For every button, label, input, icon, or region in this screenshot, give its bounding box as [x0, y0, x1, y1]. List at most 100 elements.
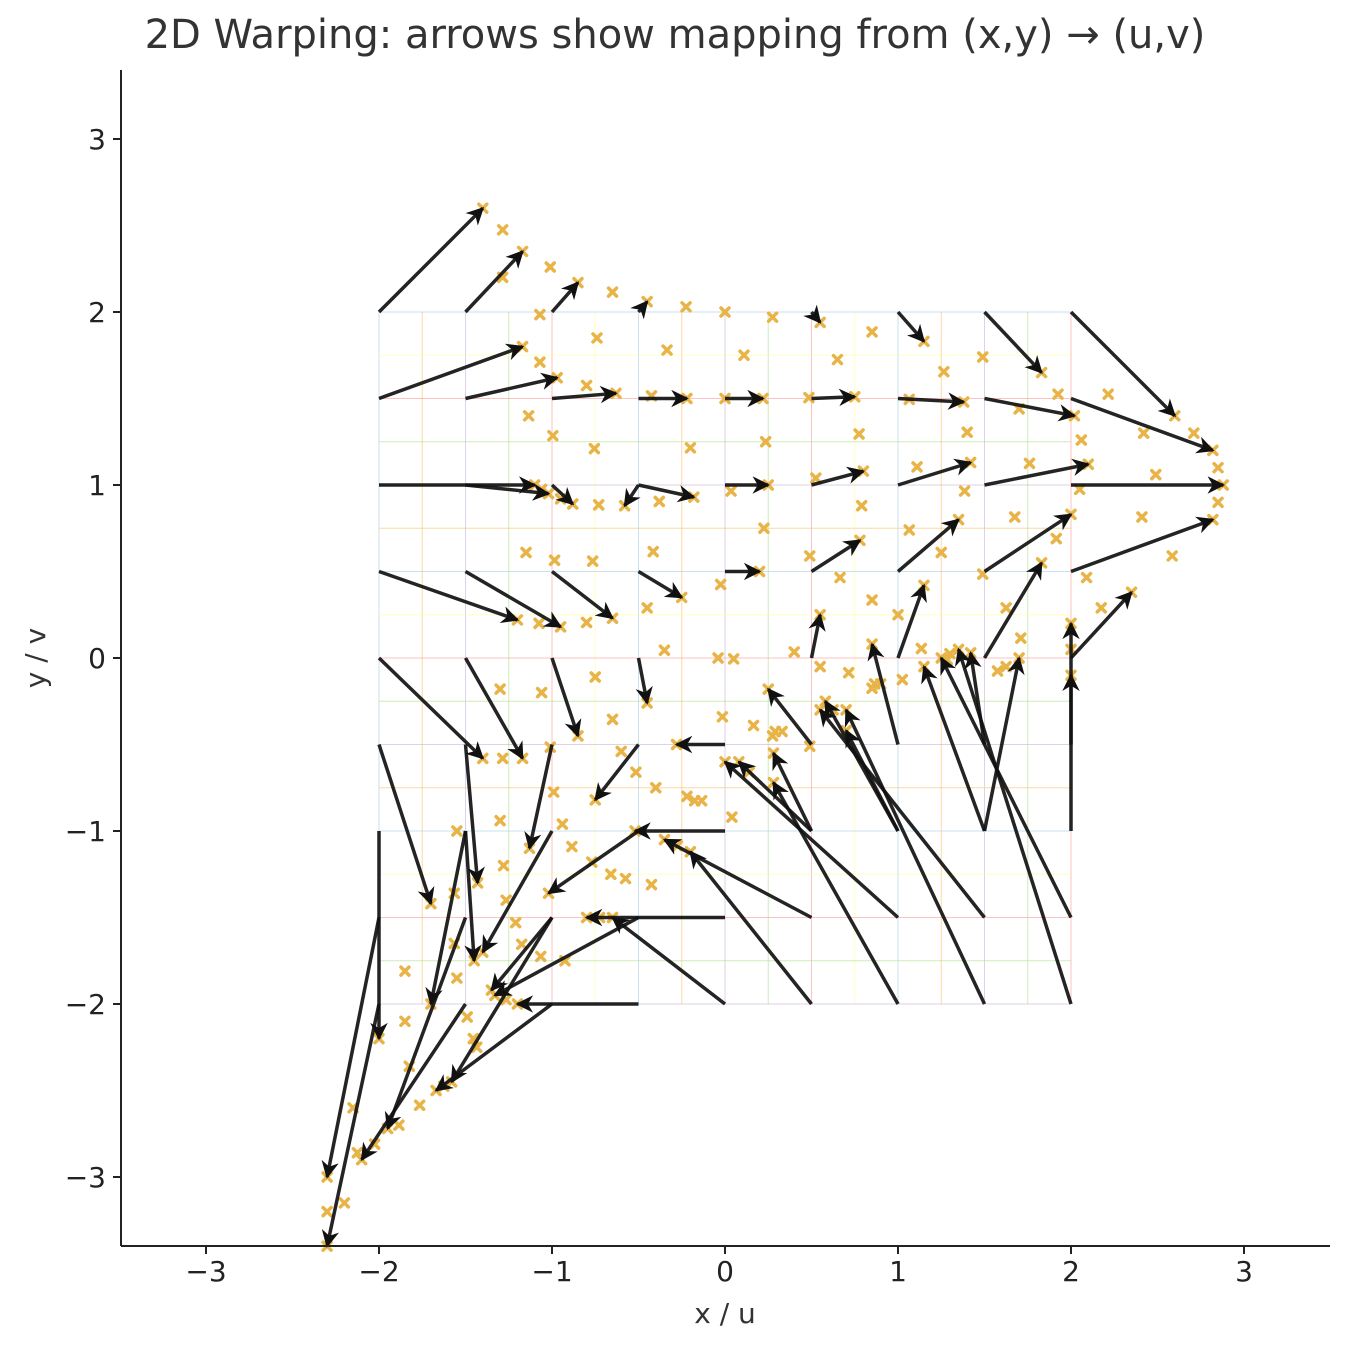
- warp-arrow: [1070, 516, 1215, 574]
- warp-arrow: [982, 656, 1025, 832]
- warped-point-marker: [547, 786, 560, 798]
- y-tick-label: 3: [88, 123, 106, 156]
- warped-point-marker: [321, 1205, 333, 1218]
- chart-title: 2D Warping: arrows show mapping from (x,…: [144, 12, 1206, 58]
- warped-point-marker: [580, 379, 593, 392]
- warp-arrow: [844, 729, 900, 832]
- warped-point-marker: [935, 546, 947, 559]
- warp-arrow: [867, 642, 900, 745]
- warp-arrow: [896, 310, 926, 343]
- x-tick-label: −2: [358, 1255, 399, 1288]
- warp-arrow: [896, 518, 960, 573]
- warp-arrow: [425, 830, 468, 1006]
- warped-point-marker: [534, 308, 546, 321]
- warped-point-marker: [451, 972, 463, 984]
- warp-arrow: [737, 760, 813, 833]
- warp-arrow: [550, 281, 580, 314]
- warped-point-marker: [1150, 468, 1162, 481]
- warped-point-marker: [896, 673, 909, 686]
- warp-arrow: [983, 512, 1073, 573]
- warp-arrow: [637, 569, 684, 599]
- warped-point-marker: [619, 872, 632, 885]
- warped-point-marker: [714, 578, 727, 591]
- y-tick-label: −1: [65, 815, 106, 848]
- warp-arrow: [811, 466, 866, 487]
- warped-point-marker: [1212, 461, 1224, 474]
- warped-point-marker: [680, 301, 692, 313]
- warped-point-marker: [496, 752, 509, 765]
- warped-point-marker: [606, 286, 619, 298]
- warped-point-marker: [647, 545, 659, 558]
- warp-arrow: [493, 915, 640, 997]
- warped-point-marker: [758, 522, 770, 534]
- warp-arrow: [983, 310, 1043, 374]
- y-tick-label: 2: [88, 296, 106, 329]
- warp-arrow: [630, 300, 649, 320]
- warped-point-marker: [1188, 427, 1200, 439]
- warped-point-marker: [566, 840, 578, 853]
- warp-arrow: [463, 830, 482, 963]
- warped-point-marker: [853, 428, 865, 440]
- warped-point-marker: [497, 859, 510, 872]
- x-tick-label: 2: [1062, 1255, 1080, 1288]
- warped-point-marker: [1212, 496, 1224, 509]
- warped-point-marker: [650, 782, 662, 794]
- warped-point-marker: [1137, 427, 1150, 439]
- warped-point-marker: [606, 713, 619, 726]
- warped-point-marker: [522, 410, 535, 422]
- warped-point-marker: [494, 683, 506, 695]
- warp-arrow: [984, 396, 1077, 422]
- warp-arrow: [818, 708, 986, 919]
- warp-arrows: [321, 206, 1225, 1248]
- warp-arrow: [463, 744, 485, 885]
- warp-arrow: [635, 657, 653, 705]
- warp-arrow: [611, 916, 727, 1006]
- warped-point-marker: [548, 554, 561, 567]
- warped-point-marker: [1136, 511, 1148, 523]
- warped-point-marker: [461, 1011, 473, 1023]
- warped-point-marker: [1050, 532, 1063, 545]
- x-axis-label: x / u: [694, 1297, 756, 1330]
- y-tick-label: −2: [65, 988, 106, 1021]
- warped-point-marker: [831, 353, 844, 366]
- warp-arrow: [524, 744, 554, 851]
- warp-arrow: [623, 484, 641, 508]
- warp-arrow: [384, 916, 468, 1131]
- warped-point-marker: [866, 326, 878, 338]
- warped-point-marker: [803, 391, 815, 404]
- warp-arrow: [896, 583, 927, 659]
- warped-point-marker: [544, 261, 557, 273]
- warp-arrow: [808, 613, 826, 659]
- x-tick-label: 1: [889, 1255, 907, 1288]
- warped-point-marker: [615, 745, 627, 758]
- warped-point-marker: [961, 426, 973, 438]
- warped-point-marker: [738, 349, 750, 361]
- warped-point-marker: [509, 916, 522, 929]
- warp-arrow: [771, 781, 900, 1005]
- warped-point-marker: [494, 814, 506, 827]
- warp-arrow: [766, 687, 813, 746]
- warp-arrow: [377, 656, 485, 760]
- warp-arrow: [463, 657, 525, 760]
- warp-arrow: [689, 850, 813, 1006]
- warped-point-marker: [727, 653, 740, 665]
- warped-point-marker: [911, 461, 923, 473]
- warped-point-marker: [958, 485, 971, 497]
- warp-arrow: [897, 458, 973, 487]
- warped-point-marker: [1095, 602, 1108, 614]
- warped-point-marker: [747, 719, 760, 732]
- warp-arrow: [982, 561, 1044, 659]
- warp-arrow: [465, 483, 551, 501]
- warped-point-marker: [351, 1147, 364, 1159]
- warped-point-marker: [712, 652, 724, 664]
- warp-arrow: [662, 838, 813, 920]
- warp-arrow: [897, 392, 966, 410]
- warp-arrow: [377, 206, 485, 314]
- warped-point-marker: [580, 616, 593, 629]
- warped-point-marker: [814, 660, 826, 673]
- warp-arrow: [638, 483, 696, 503]
- warped-point-marker: [903, 524, 915, 536]
- warped-point-marker: [725, 485, 737, 497]
- warp-arrow: [921, 665, 987, 832]
